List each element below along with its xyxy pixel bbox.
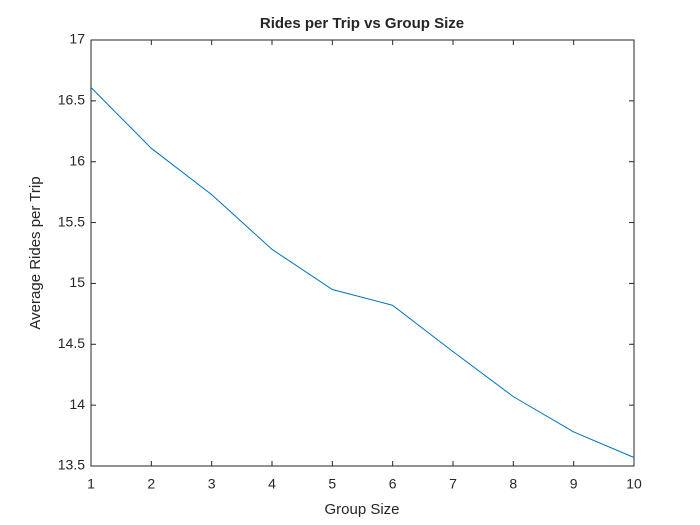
x-tick-label: 6 [389, 476, 397, 492]
y-tick-label: 16.5 [58, 92, 85, 108]
y-tick-label: 16 [69, 152, 85, 168]
x-tick-label: 4 [268, 476, 276, 492]
x-tick-label: 3 [208, 476, 216, 492]
x-tick-label: 9 [570, 476, 578, 492]
y-axis-label: Average Rides per Trip [27, 176, 44, 329]
x-tick-label: 1 [87, 476, 95, 492]
x-tick-label: 8 [509, 476, 517, 492]
y-tick-label: 15 [69, 274, 85, 290]
y-tick-label: 17 [69, 31, 85, 47]
y-tick-label: 14 [69, 396, 85, 412]
y-tick-label: 15.5 [58, 213, 85, 229]
y-tick-label: 13.5 [58, 457, 85, 473]
chart-title: Rides per Trip vs Group Size [260, 15, 464, 32]
x-axis-label: Group Size [324, 501, 399, 518]
x-tick-label: 2 [147, 476, 155, 492]
y-tick-label: 14.5 [58, 335, 85, 351]
x-tick-label: 7 [449, 476, 457, 492]
data-line [90, 87, 635, 458]
plot-frame [90, 39, 635, 467]
x-tick-label: 5 [328, 476, 336, 492]
x-tick-label: 10 [626, 476, 642, 492]
